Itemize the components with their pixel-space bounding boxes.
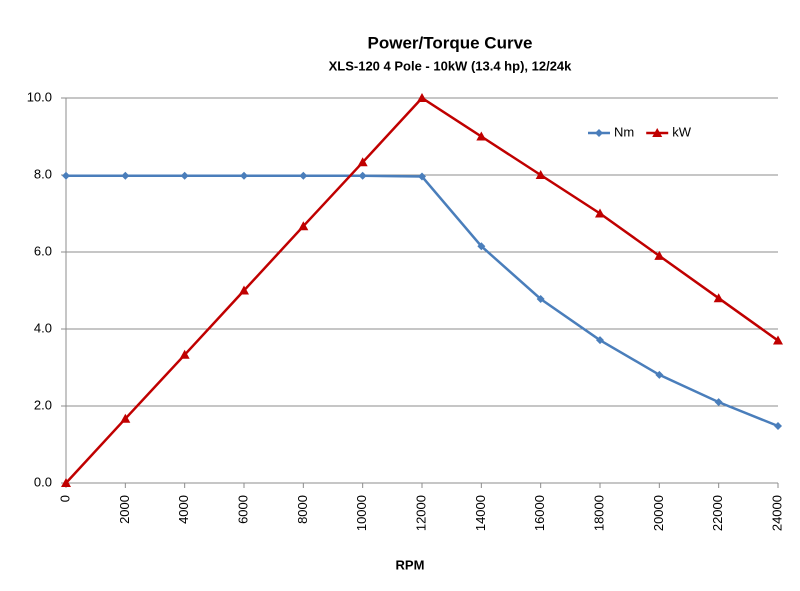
marker [121, 171, 130, 180]
y-tick-label: 6.0 [34, 243, 52, 258]
legend-label: kW [672, 124, 692, 139]
x-tick-label: 24000 [769, 495, 784, 531]
x-tick-label: 10000 [354, 495, 369, 531]
marker [477, 242, 486, 251]
marker [61, 478, 71, 487]
marker [299, 171, 308, 180]
marker [418, 172, 426, 181]
series-line [66, 174, 779, 428]
marker [62, 171, 70, 180]
x-tick-label: 12000 [413, 495, 428, 531]
y-tick-label: 2.0 [34, 397, 52, 412]
marker [417, 93, 427, 102]
x-tick-label: 4000 [176, 495, 191, 524]
marker [180, 171, 189, 180]
marker [595, 129, 603, 137]
x-axis-label: RPM [396, 557, 425, 572]
marker [358, 171, 367, 180]
x-tick-label: 6000 [235, 495, 250, 524]
x-tick-label: 14000 [473, 495, 488, 531]
marker [652, 128, 663, 137]
legend-label: Nm [614, 124, 634, 139]
marker [596, 336, 604, 345]
marker [654, 250, 665, 260]
marker [713, 293, 724, 303]
series-line [65, 96, 779, 484]
marker [239, 285, 249, 295]
marker [655, 370, 664, 379]
marker [179, 349, 190, 359]
marker [773, 335, 783, 345]
marker [476, 131, 487, 141]
marker [535, 170, 546, 179]
y-tick-label: 8.0 [34, 166, 52, 181]
y-tick-label: 4.0 [34, 320, 52, 335]
x-tick-label: 16000 [532, 495, 547, 531]
marker [298, 221, 309, 231]
x-tick-label: 20000 [651, 495, 666, 531]
marker [357, 157, 368, 167]
chart-subtitle: XLS-120 4 Pole - 10kW (13.4 hp), 12/24k [329, 58, 573, 73]
x-tick-label: 8000 [295, 495, 310, 524]
y-tick-label: 0.0 [34, 474, 52, 489]
x-tick-label: 0 [57, 495, 72, 502]
chart-title: Power/Torque Curve [368, 33, 533, 52]
x-tick-label: 22000 [710, 495, 725, 531]
marker [595, 208, 605, 218]
marker [536, 294, 545, 303]
marker [774, 422, 782, 431]
x-tick-label: 18000 [591, 495, 606, 531]
x-tick-label: 2000 [117, 495, 132, 524]
marker [120, 413, 131, 423]
marker [240, 171, 248, 180]
y-tick-label: 10.0 [27, 89, 52, 104]
marker [714, 398, 723, 407]
